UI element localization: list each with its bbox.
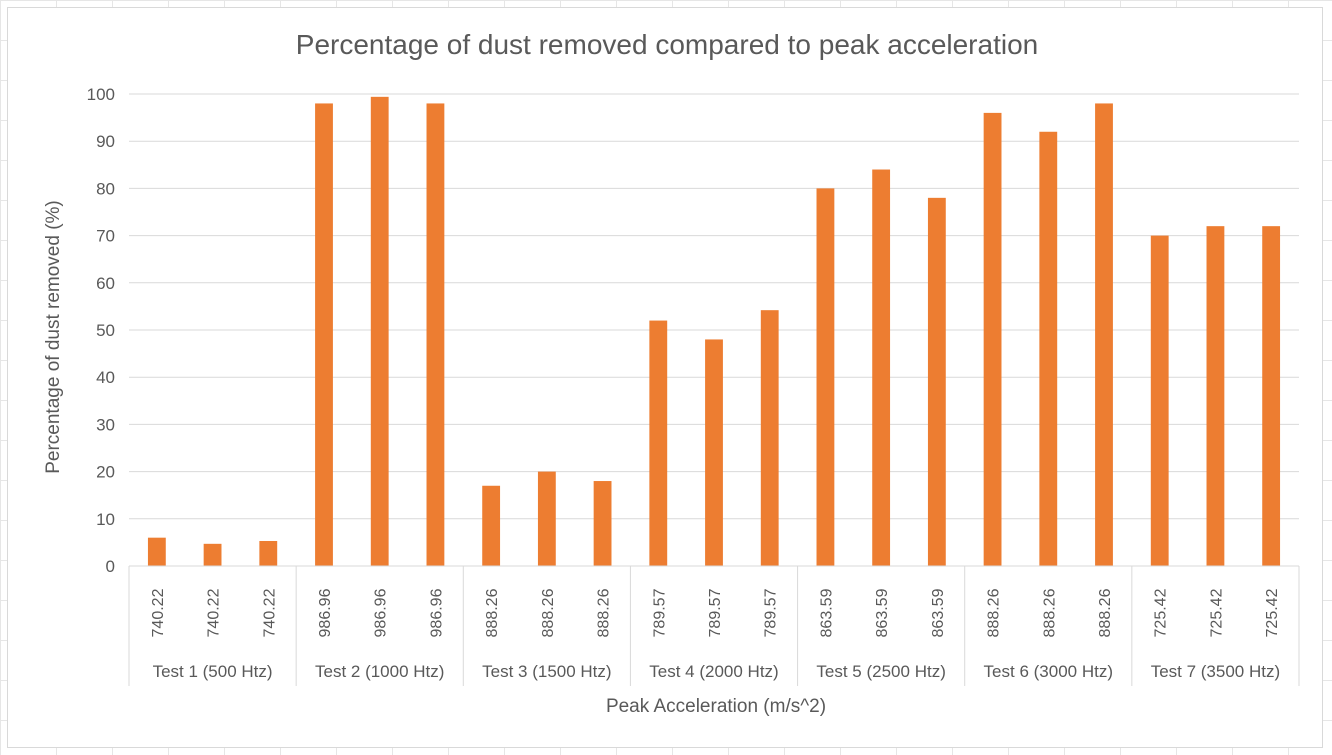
y-tick-label: 20 xyxy=(96,463,115,482)
x-category-label: 986.96 xyxy=(317,588,334,637)
bar xyxy=(593,481,612,566)
x-group-label: Test 7 (3500 Htz) xyxy=(1151,662,1280,681)
bar xyxy=(147,537,166,566)
bar xyxy=(760,310,779,566)
bar xyxy=(426,103,445,566)
x-category-label: 888.26 xyxy=(540,588,557,637)
bar xyxy=(872,169,891,566)
x-category-label: 888.26 xyxy=(484,588,501,637)
bar xyxy=(370,96,389,566)
y-tick-label: 30 xyxy=(96,415,115,434)
x-axis-title: Peak Acceleration (m/s^2) xyxy=(606,696,826,717)
x-category-label: 789.57 xyxy=(651,588,668,637)
y-tick-label: 100 xyxy=(87,85,115,104)
bar xyxy=(537,471,556,566)
x-category-label: 863.59 xyxy=(930,588,947,637)
y-tick-label: 90 xyxy=(96,132,115,151)
bar xyxy=(1095,103,1113,566)
bar xyxy=(649,320,668,566)
x-category-label: 789.57 xyxy=(763,588,780,637)
y-tick-label: 0 xyxy=(106,557,115,576)
x-group-label: Test 4 (2000 Htz) xyxy=(649,662,778,681)
x-category-label: 888.26 xyxy=(596,588,613,637)
x-category-label: 725.42 xyxy=(1153,588,1170,637)
x-category-label: 863.59 xyxy=(818,588,835,637)
x-group-label: Test 2 (1000 Htz) xyxy=(315,662,444,681)
bar xyxy=(482,485,501,566)
x-group-label: Test 1 (500 Htz) xyxy=(153,662,273,681)
bar xyxy=(1150,235,1169,566)
x-category-label: 888.26 xyxy=(986,588,1003,637)
x-category-label: 740.22 xyxy=(261,588,278,637)
bars xyxy=(147,96,1281,566)
y-tick-label: 60 xyxy=(96,274,115,293)
chart-area[interactable]: Percentage of dust removed compared to p… xyxy=(7,7,1323,748)
x-category-label: 986.96 xyxy=(373,588,390,637)
x-category-label: 789.57 xyxy=(707,588,724,637)
bar xyxy=(1262,226,1281,566)
bar-chart: Percentage of dust removed compared to p… xyxy=(43,29,1300,717)
x-category-label: 740.22 xyxy=(206,588,223,637)
x-category-label: 740.22 xyxy=(150,588,167,637)
bar xyxy=(259,540,278,566)
y-axis-title: Percentage of dust removed (%) xyxy=(43,200,64,474)
y-tick-label: 80 xyxy=(96,179,115,198)
bar xyxy=(816,188,835,566)
bar xyxy=(983,112,1002,566)
bar xyxy=(705,339,723,566)
x-group-label: Test 5 (2500 Htz) xyxy=(816,662,945,681)
x-category-label: 888.26 xyxy=(1041,588,1058,637)
bar xyxy=(1039,131,1058,566)
bar xyxy=(927,197,946,566)
x-group-label: Test 6 (3000 Htz) xyxy=(984,662,1113,681)
x-category-label: 863.59 xyxy=(874,588,891,637)
y-tick-label: 50 xyxy=(96,321,115,340)
x-category-label: 986.96 xyxy=(428,588,445,637)
y-tick-label: 70 xyxy=(96,227,115,246)
chart-title: Percentage of dust removed compared to p… xyxy=(296,29,1038,60)
x-category-label: 725.42 xyxy=(1208,588,1225,637)
x-category-label: 725.42 xyxy=(1264,588,1281,637)
axes: 0 10 20 30 40 50 60 70 80 90 100 740.22 740.22 740.22… xyxy=(87,85,1300,686)
x-category-label: 888.26 xyxy=(1097,588,1114,637)
bar xyxy=(1206,226,1225,566)
y-tick-label: 10 xyxy=(96,510,115,529)
bar xyxy=(315,103,333,566)
x-group-label: Test 3 (1500 Htz) xyxy=(482,662,611,681)
y-tick-label: 40 xyxy=(96,368,115,387)
bar xyxy=(203,543,222,566)
